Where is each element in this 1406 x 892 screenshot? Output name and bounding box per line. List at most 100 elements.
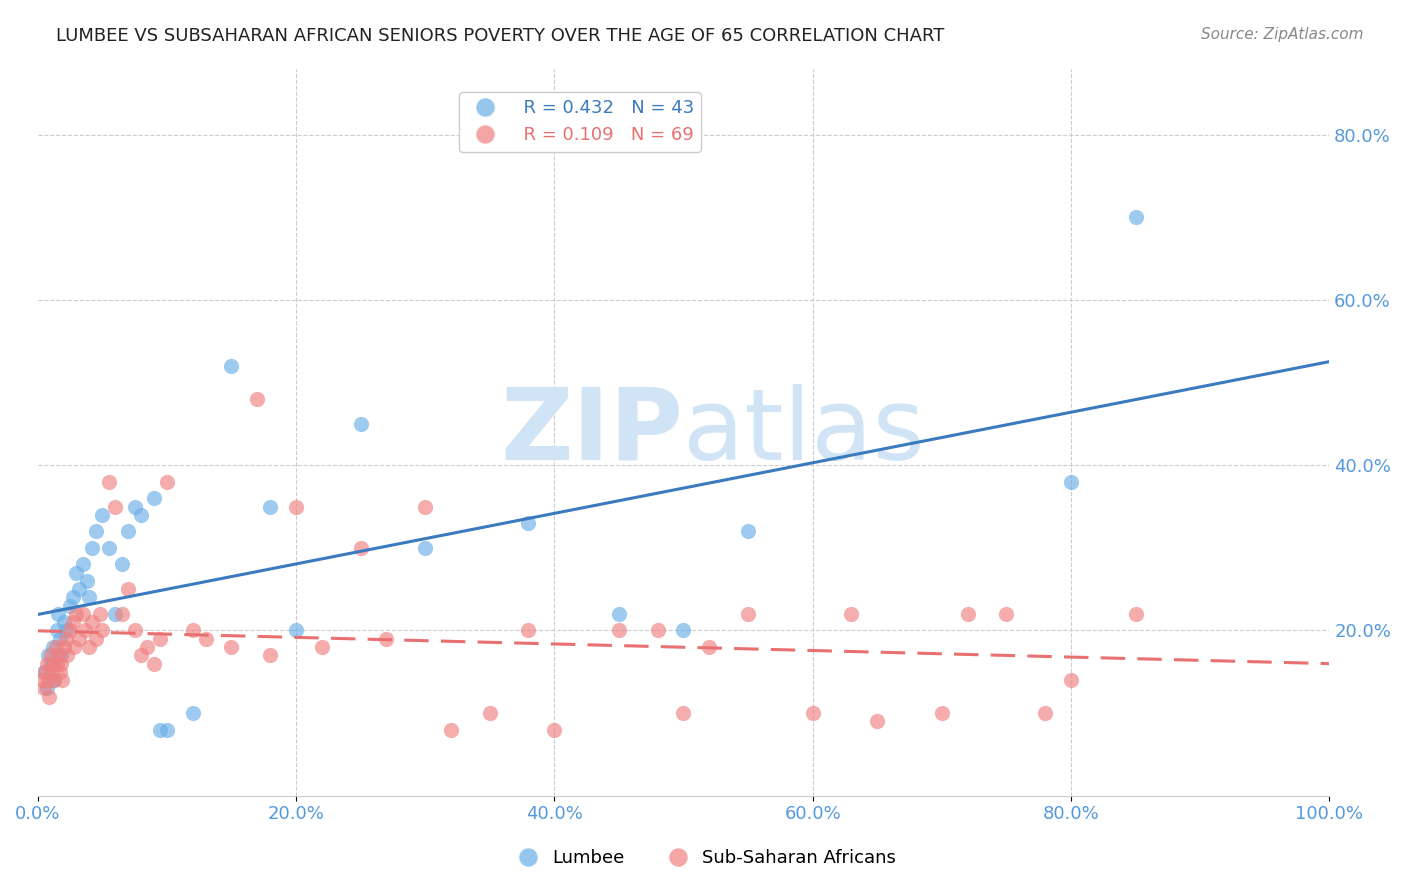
Point <box>995 607 1018 621</box>
Point <box>156 723 179 737</box>
Point <box>124 500 146 514</box>
Point <box>697 640 720 654</box>
Point <box>311 640 333 654</box>
Point <box>801 706 824 720</box>
Point <box>84 632 107 646</box>
Point <box>440 723 463 737</box>
Point <box>517 516 540 530</box>
Point <box>111 607 134 621</box>
Point <box>72 607 94 621</box>
Point <box>111 558 134 572</box>
Point <box>259 500 281 514</box>
Point <box>129 508 152 522</box>
Point <box>737 607 759 621</box>
Point <box>259 648 281 663</box>
Point <box>737 524 759 539</box>
Point <box>142 657 165 671</box>
Legend: Lumbee, Sub-Saharan Africans: Lumbee, Sub-Saharan Africans <box>503 842 903 874</box>
Point <box>39 648 62 663</box>
Point <box>48 632 70 646</box>
Point <box>194 632 217 646</box>
Point <box>48 607 70 621</box>
Point <box>59 624 82 638</box>
Point <box>129 648 152 663</box>
Point <box>156 475 179 489</box>
Point <box>75 624 97 638</box>
Point <box>607 624 630 638</box>
Point <box>607 607 630 621</box>
Point <box>41 665 63 679</box>
Point <box>478 706 501 720</box>
Point <box>931 706 953 720</box>
Point <box>285 624 308 638</box>
Point <box>32 665 55 679</box>
Point <box>647 624 669 638</box>
Point <box>104 500 127 514</box>
Point <box>42 657 65 671</box>
Point <box>49 648 72 663</box>
Point <box>89 607 111 621</box>
Point <box>80 541 103 555</box>
Point <box>46 624 69 638</box>
Point <box>35 681 58 696</box>
Point <box>866 714 889 729</box>
Point <box>62 591 84 605</box>
Point <box>142 491 165 506</box>
Point <box>31 673 53 687</box>
Point <box>413 500 436 514</box>
Point <box>51 673 73 687</box>
Point <box>67 632 90 646</box>
Point <box>37 673 59 687</box>
Point <box>72 558 94 572</box>
Point <box>349 417 371 431</box>
Point <box>956 607 979 621</box>
Point <box>117 582 139 596</box>
Point <box>48 648 70 663</box>
Point <box>56 648 79 663</box>
Point <box>672 624 695 638</box>
Point <box>349 541 371 555</box>
Point <box>39 657 62 671</box>
Point <box>841 607 863 621</box>
Point <box>45 640 67 654</box>
Point <box>48 665 70 679</box>
Point <box>1060 475 1083 489</box>
Point <box>181 706 204 720</box>
Point <box>52 615 75 630</box>
Point <box>543 723 565 737</box>
Point <box>62 615 84 630</box>
Point <box>517 624 540 638</box>
Point <box>84 524 107 539</box>
Point <box>44 673 66 687</box>
Point <box>246 392 269 406</box>
Point <box>34 665 56 679</box>
Text: ZIP: ZIP <box>501 384 683 481</box>
Point <box>65 566 87 580</box>
Point <box>80 615 103 630</box>
Point <box>1125 607 1147 621</box>
Point <box>63 640 86 654</box>
Point <box>181 624 204 638</box>
Point <box>375 632 398 646</box>
Point <box>1060 673 1083 687</box>
Point <box>136 640 159 654</box>
Point <box>46 657 69 671</box>
Point <box>221 640 243 654</box>
Point <box>221 359 243 373</box>
Point <box>149 723 172 737</box>
Point <box>97 541 120 555</box>
Point <box>1033 706 1056 720</box>
Point <box>59 599 82 613</box>
Point <box>55 624 77 638</box>
Text: Source: ZipAtlas.com: Source: ZipAtlas.com <box>1201 27 1364 42</box>
Point <box>44 673 66 687</box>
Point <box>76 574 98 588</box>
Point <box>32 681 55 696</box>
Point <box>38 690 60 704</box>
Point <box>672 706 695 720</box>
Text: atlas: atlas <box>683 384 925 481</box>
Point <box>413 541 436 555</box>
Point <box>49 657 72 671</box>
Point <box>67 582 90 596</box>
Point <box>42 640 65 654</box>
